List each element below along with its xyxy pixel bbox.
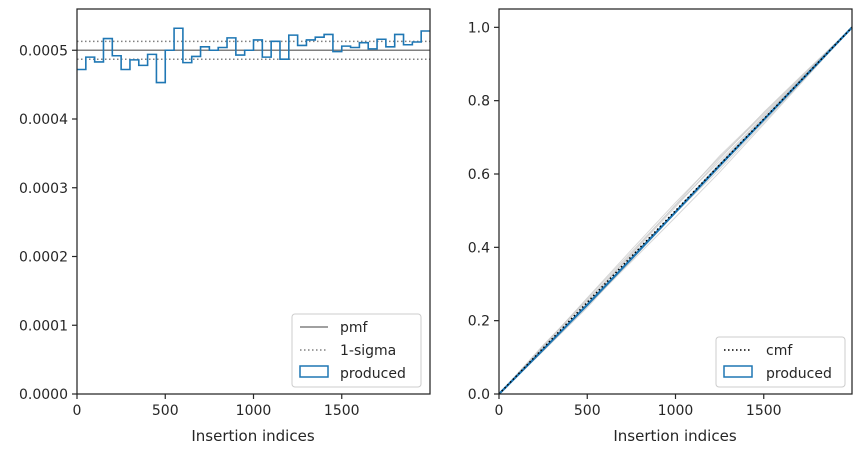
bootstrap-cmf-line <box>498 26 853 395</box>
left-y-tick-label: 0.0002 <box>19 250 68 266</box>
legend-cmf-label: cmf <box>766 343 793 359</box>
right-y-tick-label: 0.2 <box>468 314 490 330</box>
right-y-tick-label: 0.6 <box>468 167 490 183</box>
right-x-axis-label: Insertion indices <box>613 427 736 445</box>
right-y-tick-label: 0.0 <box>468 387 490 403</box>
right-y-tick-label: 0.4 <box>468 240 490 256</box>
left-y-tick-label: 0.0003 <box>19 181 68 197</box>
legend-produced-swatch <box>299 365 329 378</box>
left-x-tick-label: 500 <box>152 403 179 419</box>
right-y-tick-label: 0.8 <box>468 94 490 110</box>
right-y-tick-label: 1.0 <box>468 20 490 36</box>
left-legend-box <box>291 313 422 388</box>
right-axes-frame <box>498 8 853 395</box>
left-x-tick-label: 1000 <box>236 403 272 419</box>
legend-pmf-label: pmf <box>340 320 369 336</box>
left-y-tick-label: 0.0001 <box>19 318 68 334</box>
right-x-tick-label: 1500 <box>746 403 782 419</box>
legend-1-sigma-label: 1-sigma <box>340 343 396 359</box>
right-x-tick-label: 500 <box>574 403 601 419</box>
right-legend: cmf produced <box>715 336 846 388</box>
left-x-tick-label: 1500 <box>324 403 360 419</box>
left-legend: pmf 1-sigma produced <box>291 313 422 388</box>
left-y-tick-label: 0.0005 <box>19 43 68 59</box>
cmf-line <box>498 26 853 395</box>
left-chart: 0 500 1000 1500 0.0000 0.0001 0.0002 0.0003 0.00… <box>19 8 431 445</box>
legend-produced-label: produced <box>340 366 406 382</box>
legend-produced-label-right: produced <box>766 366 832 382</box>
right-x-tick-label: 1000 <box>658 403 694 419</box>
legend-produced-swatch-right <box>723 365 753 378</box>
right-chart: 0 500 1000 1500 0.0 0.2 0.4 0.6 0.8 1.0 Insertion… <box>468 8 853 445</box>
left-axes-frame <box>76 8 431 395</box>
left-x-axis-label: Insertion indices <box>191 427 314 445</box>
left-x-tick-label: 0 <box>73 403 82 419</box>
produced-cmf-line <box>498 26 853 395</box>
left-y-tick-label: 0.0004 <box>19 112 68 128</box>
produced-step-histogram <box>77 27 430 84</box>
right-x-tick-label: 0 <box>495 403 504 419</box>
left-y-tick-label: 0.0000 <box>19 387 68 403</box>
